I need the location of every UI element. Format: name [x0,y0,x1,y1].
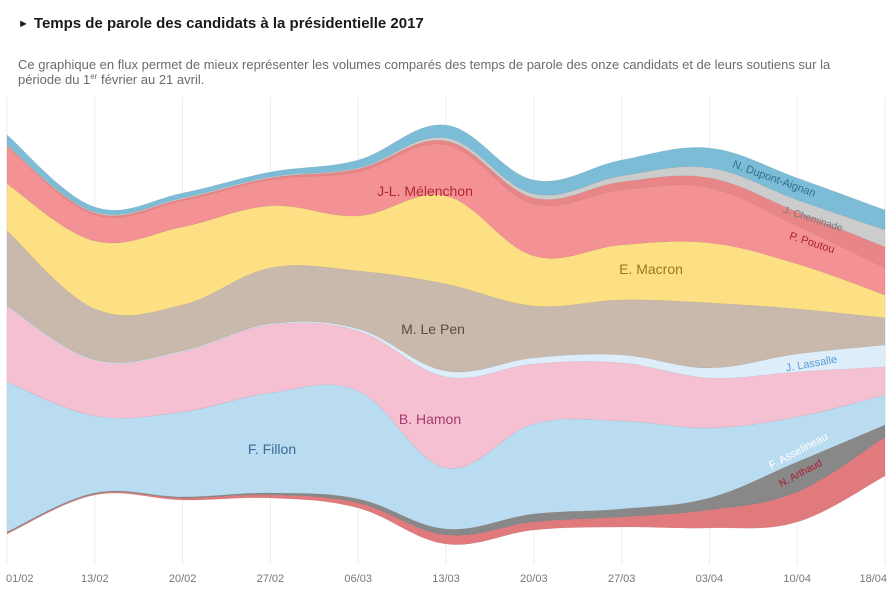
streams [6,124,886,545]
x-tick-label: 01/02 [6,573,34,585]
chart-description: Ce graphique en flux permet de mieux rep… [18,57,868,87]
description-text-end: février au 21 avril. [97,72,205,87]
label-f-fillon: F. Fillon [248,441,296,457]
description-superscript: er [90,72,98,81]
x-tick-label: 20/03 [520,573,548,585]
triangle-right-icon: ► [18,18,29,30]
x-tick-label: 10/04 [783,573,811,585]
x-tick-label: 03/04 [696,573,724,585]
x-tick-label: 13/02 [81,573,109,585]
chart-title-text: Temps de parole des candidats à la prési… [33,15,424,32]
x-tick-label: 20/02 [169,573,197,585]
label-e-macron: E. Macron [619,261,683,277]
x-tick-label: 13/03 [432,573,460,585]
chart-title: ► Temps de parole des candidats à la prés… [18,15,424,32]
x-tick-label: 27/02 [257,573,285,585]
x-tick-label: 27/03 [608,573,636,585]
description-text: Ce graphique en flux permet de mieux rep… [18,57,831,87]
x-tick-label: 06/03 [344,573,372,585]
label-b-hamon: B. Hamon [399,411,461,427]
label-m-le-pen: M. Le Pen [401,321,465,337]
stream-n-arthaud[interactable] [6,436,886,545]
x-axis: 01/02 13/02 20/02 27/02 06/03 13/03 20/03 27/03… [6,573,887,585]
x-tick-label: 18/04 [859,573,887,585]
label-j-l-melenchon: J-L. Mélenchon [377,183,473,199]
